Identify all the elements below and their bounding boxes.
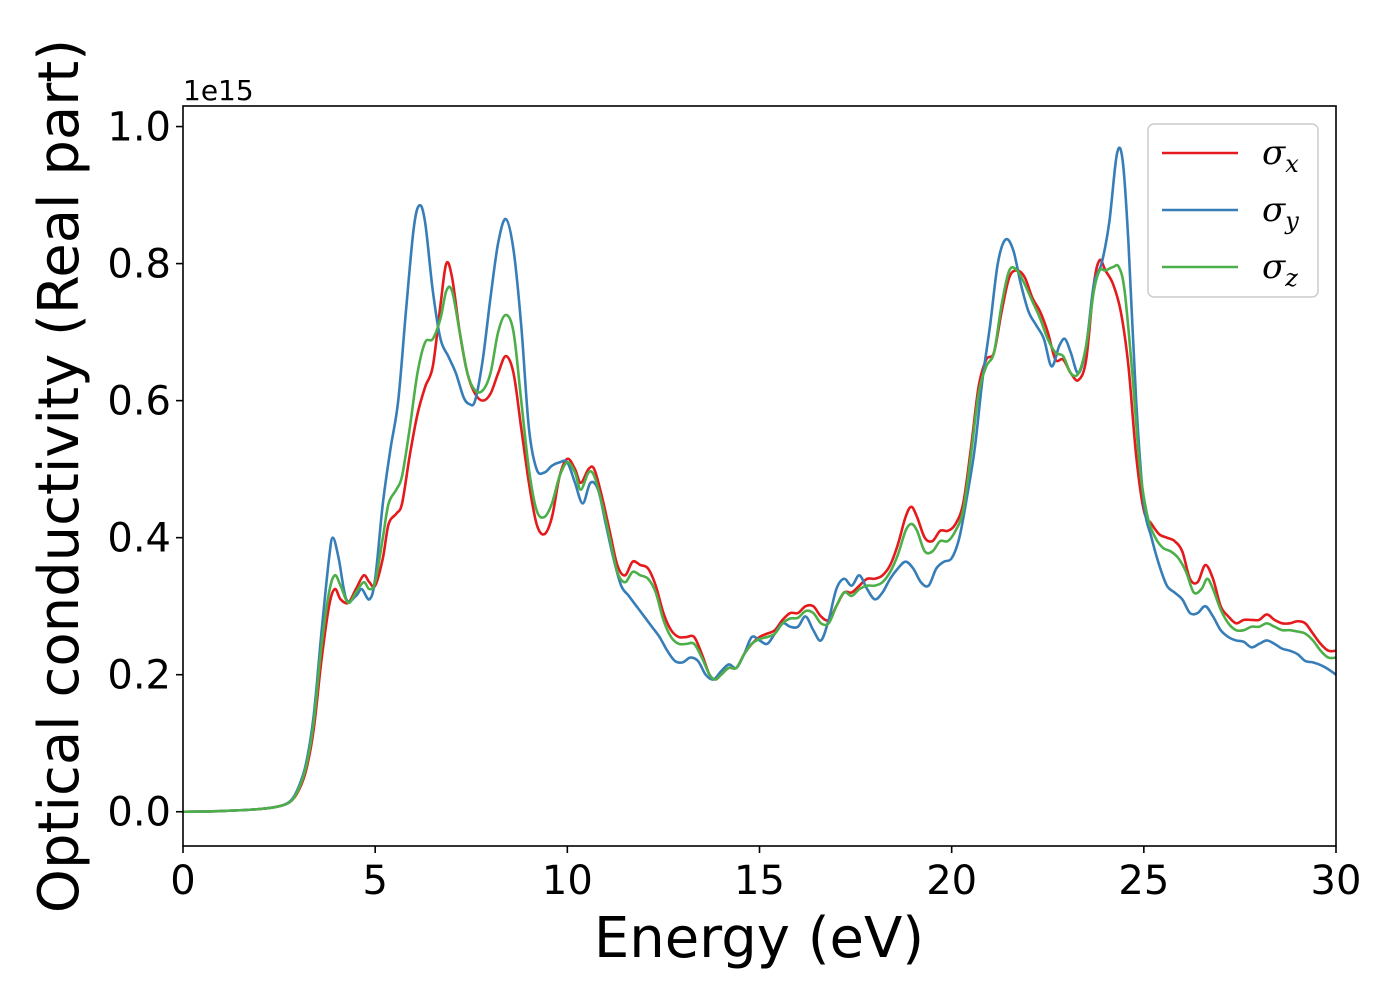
series-line-sigma-z <box>183 263 1336 814</box>
y-axis-label: Optical conductivity (Real part) <box>27 39 92 913</box>
series-layer <box>183 146 1336 814</box>
x-tick-label: 5 <box>362 858 387 904</box>
y-tick-label: 1.0 <box>107 105 171 151</box>
y-offset-label: 1e15 <box>183 74 254 107</box>
x-tick-label: 25 <box>1118 858 1169 904</box>
x-tick-label: 20 <box>926 858 977 904</box>
y-tick-label: 0.6 <box>107 379 171 425</box>
x-axis-ticks: 0 5 10 15 20 25 30 <box>170 846 1361 904</box>
legend-label-sigma-x: σx <box>1262 133 1299 178</box>
y-tick-label: 0.8 <box>107 242 171 288</box>
legend-label-sigma-z: σz <box>1262 247 1298 292</box>
series-line-sigma-y <box>183 146 1336 814</box>
series-line-sigma-x <box>183 258 1336 814</box>
x-tick-label: 10 <box>542 858 593 904</box>
y-axis-ticks: 0.0 0.2 0.4 0.6 0.8 1.0 <box>107 105 183 836</box>
legend: σx σy σz <box>1147 123 1319 298</box>
x-axis-label: Energy (eV) <box>594 906 924 971</box>
legend-label-sigma-y: σy <box>1262 190 1299 235</box>
x-tick-label: 15 <box>734 858 785 904</box>
y-tick-label: 0.2 <box>107 653 171 699</box>
y-tick-label: 0.0 <box>107 790 171 836</box>
legend-entries: σx σy σz <box>1162 133 1299 292</box>
x-tick-label: 0 <box>170 858 195 904</box>
x-tick-label: 30 <box>1311 858 1362 904</box>
y-tick-label: 0.4 <box>107 516 171 562</box>
